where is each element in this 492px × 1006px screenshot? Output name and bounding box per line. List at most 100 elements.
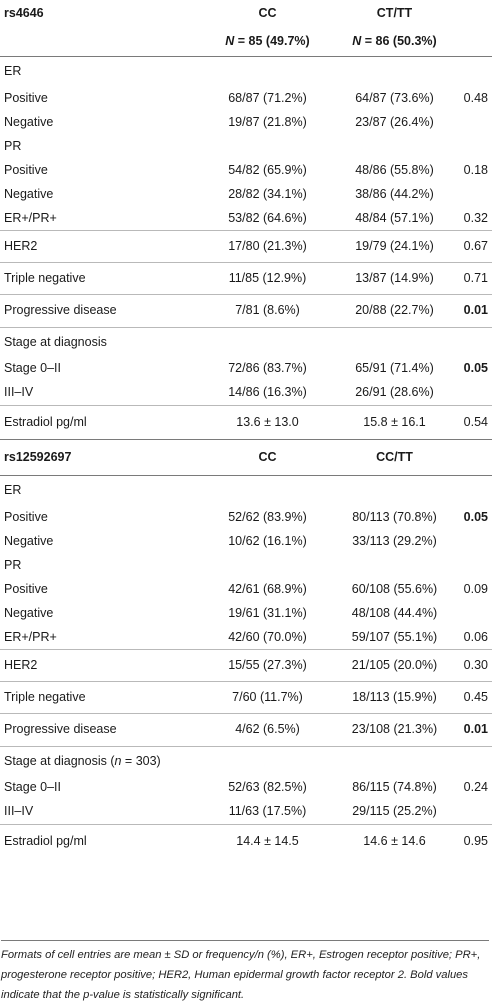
snp-label: rs4646 [4, 5, 44, 20]
table-cell [204, 134, 331, 158]
table-row: HER2 17/80 (21.3%) 19/79 (24.1%) 0.67 [0, 229, 492, 262]
table-cell: 0.48 [463, 90, 488, 105]
table-row: Negative 19/87 (21.8%) 23/87 (26.4%) [0, 110, 492, 134]
table-cell: 0.32 [463, 210, 488, 225]
table-cell [204, 326, 331, 356]
sample-size-row: N = 85 (49.7%) N = 86 (50.3%) [0, 26, 492, 56]
table-cell: 0.09 [463, 581, 488, 596]
table-row: Stage 0–II 52/63 (82.5%) 86/115 (74.8%) … [0, 775, 492, 799]
table-cell: Negative [4, 605, 54, 620]
table-cell: 72/86 (83.7%) [228, 360, 307, 375]
table-cell: 11/63 (17.5%) [228, 804, 307, 819]
table-row: III–IV 11/63 (17.5%) 29/115 (25.2%) [0, 799, 492, 824]
table-cell [0, 26, 204, 56]
table-cell: 14.6 ± 14.6 [331, 823, 458, 858]
table-cell: 54/82 (65.9%) [228, 162, 307, 177]
table-cell [458, 182, 492, 206]
table-cell: 0.05 [463, 509, 488, 524]
table-cell: 0.06 [463, 629, 488, 644]
table-row: Estradiol pg/ml 13.6 ± 13.0 15.8 ± 16.1 … [0, 404, 492, 439]
table-cell: 48/108 (44.4%) [351, 605, 438, 620]
table-cell: 0.05 [463, 360, 488, 375]
table-cell: ER [0, 474, 204, 505]
table-cell: 0.01 [458, 712, 492, 746]
table-cell [458, 553, 492, 577]
table-cell: 20/88 (22.7%) [331, 293, 458, 327]
table-cell: 42/61 (68.9%) [228, 581, 307, 596]
table-cell [331, 326, 458, 356]
table-cell: 23/87 (26.4%) [355, 114, 434, 129]
table-cell: Triple negative [0, 680, 204, 713]
table-cell: Triple negative [0, 261, 204, 294]
table-cell [458, 745, 492, 775]
table-cell: 53/82 (64.6%) [228, 210, 307, 225]
table-cell: 0.30 [458, 648, 492, 681]
table-cell [204, 745, 331, 775]
table-cell: 15/55 (27.3%) [204, 648, 331, 681]
table-cell: Stage 0–II [4, 360, 61, 375]
column-header-ct: CC/TT [331, 438, 458, 475]
table-cell: 48/86 (55.8%) [355, 162, 434, 177]
table-cell: 14/86 (16.3%) [228, 385, 307, 400]
table-cell [458, 601, 492, 625]
table-cell: 13.6 ± 13.0 [204, 404, 331, 439]
table-cell: 7/81 (8.6%) [204, 293, 331, 327]
group-row-pr: PR [0, 134, 492, 158]
table-cell [331, 474, 458, 505]
table-cell: 13/87 (14.9%) [331, 261, 458, 294]
table-cell: Estradiol pg/ml [0, 823, 204, 858]
table-cell [204, 553, 331, 577]
table-cell: Positive [4, 162, 48, 177]
table-cell: 21/105 (20.0%) [331, 648, 458, 681]
table-cell: ER+/PR+ [4, 210, 57, 225]
table-cell: 11/85 (12.9%) [204, 261, 331, 294]
table-cell: Negative [4, 114, 54, 129]
table-cell: 7/60 (11.7%) [204, 680, 331, 713]
table-row: HER2 15/55 (27.3%) 21/105 (20.0%) 0.30 [0, 648, 492, 681]
column-header-cc: CC [258, 5, 277, 20]
table-cell: 17/80 (21.3%) [204, 229, 331, 262]
table-cell [204, 55, 331, 86]
table-row: Progressive disease 7/81 (8.6%) 20/88 (2… [0, 293, 492, 327]
table-cell: 52/62 (83.9%) [228, 509, 307, 524]
table-row: Positive 42/61 (68.9%) 60/108 (55.6%) 0.… [0, 577, 492, 601]
table-cell: Progressive disease [0, 712, 204, 746]
table-cell: Progressive disease [0, 293, 204, 327]
table-cell: 10/62 (16.1%) [228, 533, 307, 548]
table-cell [458, 380, 492, 405]
table-cell [458, 26, 492, 56]
table-row: Positive 54/82 (65.9%) 48/86 (55.8%) 0.1… [0, 158, 492, 182]
table-cell: PR [4, 138, 22, 153]
table-row: Negative 19/61 (31.1%) 48/108 (44.4%) [0, 601, 492, 625]
table-cell: Positive [4, 90, 48, 105]
table-row: Stage 0–II 72/86 (83.7%) 65/91 (71.4%) 0… [0, 356, 492, 380]
table-cell: 33/113 (29.2%) [352, 533, 437, 548]
table-row: Negative 10/62 (16.1%) 33/113 (29.2%) [0, 529, 492, 553]
table-cell: 23/108 (21.3%) [331, 712, 458, 746]
table-cell [458, 474, 492, 505]
table-cell: 42/60 (70.0%) [228, 629, 307, 644]
column-header-ct: CT/TT [376, 5, 413, 20]
table-footnote: Formats of cell entries are mean ± SD or… [1, 940, 489, 1005]
table-cell: III–IV [4, 804, 34, 819]
table-cell [458, 110, 492, 134]
table-cell: 19/61 (31.1%) [228, 605, 307, 620]
table-cell [458, 55, 492, 86]
group-row-er: ER [0, 55, 492, 86]
table-row: III–IV 14/86 (16.3%) 26/91 (28.6%) [0, 380, 492, 405]
table-cell [331, 55, 458, 86]
table-cell: Stage at diagnosis (n = 303) [0, 745, 204, 775]
table-cell: 64/87 (73.6%) [355, 90, 434, 105]
table-cell: 4/62 (6.5%) [204, 712, 331, 746]
snp-label: rs12592697 [0, 438, 204, 475]
group-row-stage: Stage at diagnosis [0, 326, 492, 356]
table-cell: 38/86 (44.2%) [355, 186, 434, 201]
table-row: Positive 68/87 (71.2%) 64/87 (73.6%) 0.4… [0, 86, 492, 110]
table-cell: 48/84 (57.1%) [355, 210, 434, 225]
table-cell: Positive [4, 509, 48, 524]
table-cell [458, 326, 492, 356]
table-cell: 0.18 [463, 162, 488, 177]
table-cell: III–IV [4, 385, 34, 400]
table-row: ER+/PR+ 53/82 (64.6%) 48/84 (57.1%) 0.32 [0, 206, 492, 230]
table-cell: 52/63 (82.5%) [228, 779, 307, 794]
